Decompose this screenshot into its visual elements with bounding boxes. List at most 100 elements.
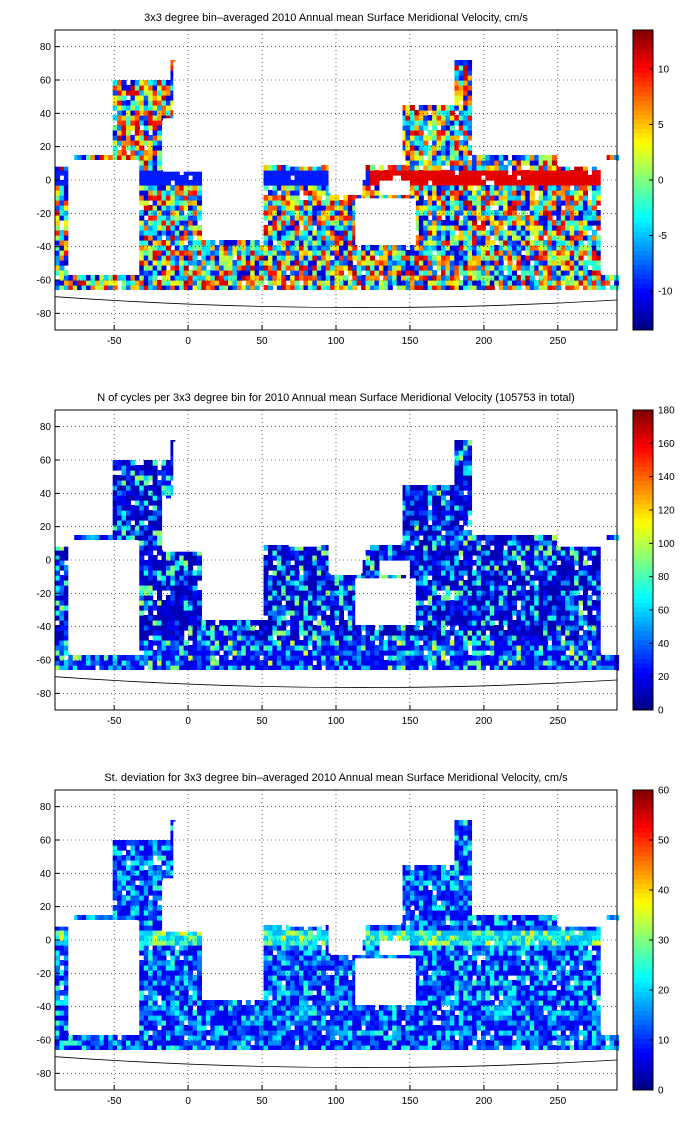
heatmap-cell [405, 280, 411, 286]
heatmap-cell [90, 280, 96, 286]
heatmap-cell [423, 175, 429, 181]
heatmap-cell [396, 270, 402, 276]
heatmap-cell [152, 640, 158, 646]
heatmap-cell [241, 245, 247, 251]
heatmap-cell [494, 250, 500, 256]
heatmap-cell [223, 260, 229, 266]
heatmap-cell [441, 185, 447, 191]
heatmap-cell [365, 565, 371, 571]
heatmap-cell [401, 175, 407, 181]
heatmap-cell [312, 185, 318, 191]
heatmap-cell [378, 650, 384, 656]
heatmap-cell [401, 165, 407, 171]
heatmap-cell [290, 640, 296, 646]
heatmap-cell [174, 190, 180, 196]
heatmap-cell [263, 625, 269, 631]
heatmap-cell [338, 575, 344, 581]
heatmap-cell [299, 165, 305, 171]
heatmap-cell [529, 270, 535, 276]
heatmap-cell [449, 570, 455, 576]
heatmap-cell [494, 655, 500, 661]
heatmap-cell [148, 155, 154, 161]
heatmap-cell [325, 195, 331, 201]
heatmap-cell [170, 440, 176, 446]
heatmap-cell [330, 245, 336, 251]
heatmap-cell [148, 475, 154, 481]
heatmap-cell [157, 620, 163, 626]
heatmap-cell [152, 480, 158, 486]
heatmap-cell [223, 625, 229, 631]
heatmap-cell [170, 550, 176, 556]
heatmap-cell [63, 645, 69, 651]
heatmap-cell [436, 140, 442, 146]
heatmap-cell [370, 645, 376, 651]
heatmap-cell [330, 620, 336, 626]
heatmap-cell [467, 505, 473, 511]
heatmap-cell [338, 610, 344, 616]
heatmap-cell [489, 190, 495, 196]
heatmap-cell [157, 200, 163, 206]
heatmap-cell [157, 645, 163, 651]
heatmap-cell [307, 555, 313, 561]
heatmap-cell [383, 265, 389, 271]
heatmap-cell [139, 110, 145, 116]
heatmap-cell [436, 175, 442, 181]
heatmap-cell [432, 105, 438, 111]
heatmap-cell [157, 235, 163, 241]
heatmap-cell [454, 140, 460, 146]
heatmap-cell [321, 625, 327, 631]
heatmap-cell [432, 235, 438, 241]
heatmap-cell [117, 95, 123, 101]
heatmap-cell [281, 185, 287, 191]
heatmap-cell [480, 595, 486, 601]
heatmap-cell [387, 270, 393, 276]
heatmap-cell [560, 210, 566, 216]
colorbar-step [633, 109, 653, 115]
heatmap-cell [276, 165, 282, 171]
heatmap-cell [441, 200, 447, 206]
heatmap-cell [418, 660, 424, 666]
heatmap-cell [294, 550, 300, 556]
heatmap-cell [192, 560, 198, 566]
heatmap-cell [272, 600, 278, 606]
heatmap-cell [188, 615, 194, 621]
heatmap-cell [476, 155, 482, 161]
heatmap-cell [498, 575, 504, 581]
heatmap-cell [538, 270, 544, 276]
heatmap-cell [551, 245, 557, 251]
heatmap-cell [165, 465, 171, 471]
heatmap-cell [476, 560, 482, 566]
heatmap-cell [596, 200, 602, 206]
heatmap-cell [409, 540, 415, 546]
heatmap-cell [94, 660, 100, 666]
heatmap-cell [219, 250, 225, 256]
heatmap-cell [139, 475, 145, 481]
heatmap-cell [139, 190, 145, 196]
heatmap-cell [112, 115, 118, 121]
heatmap-cell [511, 195, 518, 201]
heatmap-cell [405, 520, 411, 526]
heatmap-cell [591, 285, 597, 291]
heatmap-cell [551, 185, 557, 191]
heatmap-cell [121, 100, 127, 106]
heatmap-cell [467, 95, 473, 101]
heatmap-cell [68, 655, 74, 661]
heatmap-cell [436, 650, 442, 656]
heatmap-cell [276, 225, 282, 231]
heatmap-cell [361, 245, 367, 251]
heatmap-cell [383, 545, 389, 551]
heatmap-cell [192, 270, 198, 276]
heatmap-cell [157, 180, 163, 186]
heatmap-cell [294, 570, 300, 576]
heatmap-cell [591, 260, 597, 266]
heatmap-cell [112, 150, 118, 156]
heatmap-cell [463, 245, 469, 251]
heatmap-cell [463, 270, 469, 276]
heatmap-cell [543, 285, 549, 291]
heatmap-cell [130, 275, 136, 281]
heatmap-cell [148, 540, 154, 546]
heatmap-cell [299, 170, 305, 176]
heatmap-cell [476, 555, 482, 561]
heatmap-cell [112, 500, 118, 506]
heatmap-cell [325, 590, 331, 596]
